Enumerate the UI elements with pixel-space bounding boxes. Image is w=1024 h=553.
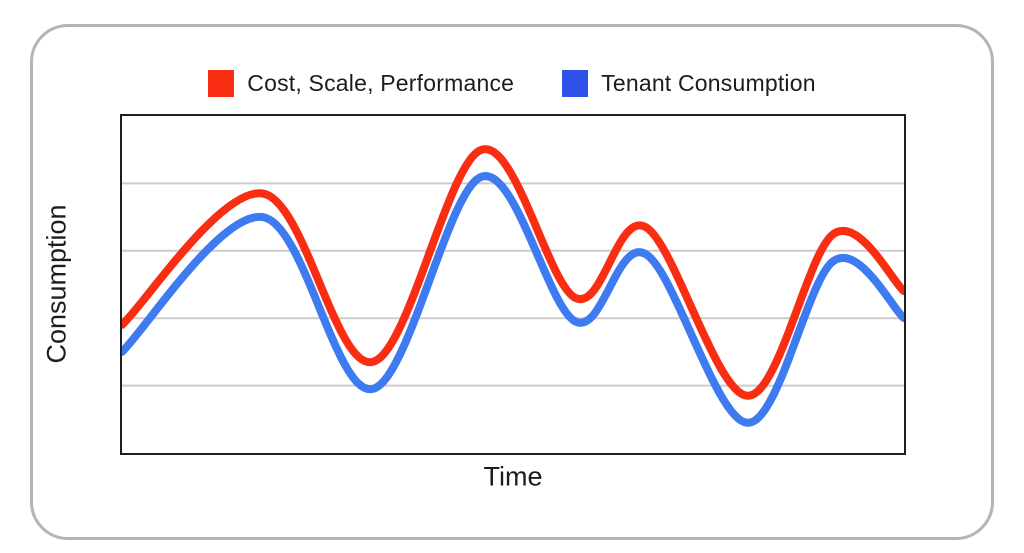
- series-line-1: [122, 172, 904, 427]
- legend-item-cost-scale-performance: Cost, Scale, Performance: [208, 70, 514, 97]
- chart-canvas: [122, 145, 904, 427]
- y-axis-label: Consumption: [41, 204, 72, 364]
- x-axis-label: Time: [483, 461, 543, 492]
- legend-label: Cost, Scale, Performance: [247, 70, 515, 96]
- legend-item-tenant-consumption: Tenant Consumption: [562, 70, 816, 97]
- legend: Cost, Scale, Performance Tenant Consumpt…: [0, 70, 1024, 97]
- legend-label: Tenant Consumption: [601, 70, 816, 96]
- legend-swatch-red: [208, 70, 235, 97]
- series-line-0: [122, 145, 904, 400]
- legend-swatch-blue: [562, 70, 589, 97]
- plot-area: [120, 114, 906, 455]
